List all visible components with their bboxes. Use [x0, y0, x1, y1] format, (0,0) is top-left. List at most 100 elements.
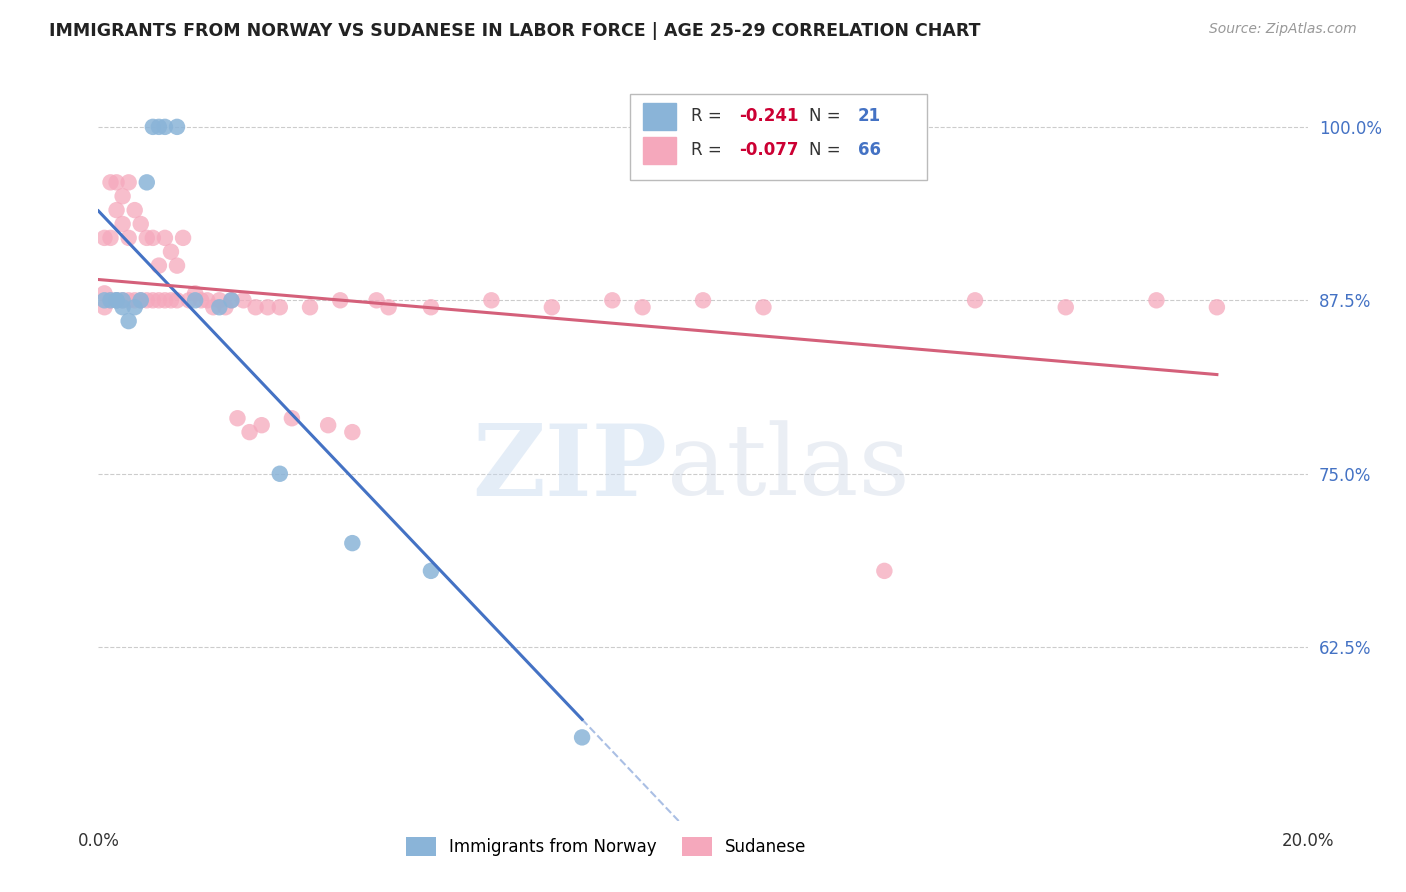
Point: [631, 300, 654, 314]
Point: [93, 300, 115, 314]
Point: [93, 293, 115, 308]
Point: [148, 293, 170, 308]
Point: [342, 425, 364, 439]
Point: [250, 418, 273, 433]
Point: [1054, 300, 1077, 314]
Point: [190, 293, 212, 308]
Point: [481, 293, 503, 308]
Point: [208, 293, 231, 308]
Point: [602, 293, 624, 308]
Point: [540, 300, 562, 314]
Point: [124, 203, 146, 218]
Point: [226, 411, 249, 425]
Point: [111, 293, 134, 308]
Point: [239, 425, 262, 439]
Point: [124, 300, 146, 314]
Point: [166, 259, 188, 273]
Point: [111, 300, 134, 314]
Point: [692, 293, 714, 308]
Point: [118, 231, 141, 245]
Point: [366, 293, 388, 308]
Point: [93, 231, 115, 245]
Text: R =: R =: [690, 107, 727, 125]
Point: [329, 293, 352, 308]
Point: [111, 217, 134, 231]
Point: [172, 231, 194, 245]
Bar: [643, 136, 676, 163]
Point: [269, 467, 291, 481]
Text: R =: R =: [690, 141, 727, 159]
Point: [299, 300, 322, 314]
Point: [118, 293, 141, 308]
Point: [105, 293, 128, 308]
Point: [752, 300, 775, 314]
Point: [105, 203, 128, 218]
Point: [195, 293, 218, 308]
Point: [1206, 300, 1229, 314]
Point: [281, 411, 304, 425]
Point: [153, 231, 176, 245]
Point: [93, 286, 115, 301]
Text: N =: N =: [810, 107, 846, 125]
Point: [135, 293, 157, 308]
Text: atlas: atlas: [666, 421, 910, 516]
Point: [202, 300, 225, 314]
Point: [316, 418, 339, 433]
Point: [129, 293, 152, 308]
Point: [148, 259, 170, 273]
Point: [184, 286, 207, 301]
Point: [256, 300, 278, 314]
Point: [184, 293, 207, 308]
Point: [153, 293, 176, 308]
Point: [129, 217, 152, 231]
Point: [208, 300, 231, 314]
FancyBboxPatch shape: [630, 94, 927, 180]
Point: [166, 120, 188, 134]
Point: [153, 120, 176, 134]
Point: [420, 564, 443, 578]
Point: [100, 293, 122, 308]
Bar: [643, 103, 676, 130]
Point: [965, 293, 987, 308]
Point: [142, 293, 165, 308]
Point: [221, 293, 243, 308]
Point: [1144, 293, 1167, 308]
Point: [269, 300, 291, 314]
Point: [135, 175, 157, 189]
Legend: Immigrants from Norway, Sudanese: Immigrants from Norway, Sudanese: [398, 829, 815, 864]
Point: [142, 120, 165, 134]
Point: [160, 293, 183, 308]
Point: [118, 175, 141, 189]
Point: [873, 564, 896, 578]
Point: [420, 300, 443, 314]
Point: [105, 175, 128, 189]
Text: 66: 66: [858, 141, 880, 159]
Point: [129, 293, 152, 308]
Point: [142, 231, 165, 245]
Text: IMMIGRANTS FROM NORWAY VS SUDANESE IN LABOR FORCE | AGE 25-29 CORRELATION CHART: IMMIGRANTS FROM NORWAY VS SUDANESE IN LA…: [49, 22, 981, 40]
Point: [100, 293, 122, 308]
Point: [342, 536, 364, 550]
Point: [245, 300, 267, 314]
Point: [105, 293, 128, 308]
Point: [111, 293, 134, 308]
Point: [118, 314, 141, 328]
Point: [100, 231, 122, 245]
Text: 21: 21: [858, 107, 882, 125]
Text: Source: ZipAtlas.com: Source: ZipAtlas.com: [1209, 22, 1357, 37]
Point: [111, 189, 134, 203]
Point: [214, 300, 236, 314]
Point: [124, 293, 146, 308]
Point: [377, 300, 399, 314]
Text: ZIP: ZIP: [472, 420, 666, 517]
Point: [160, 244, 183, 259]
Point: [179, 293, 201, 308]
Text: -0.241: -0.241: [740, 107, 799, 125]
Point: [148, 120, 170, 134]
Text: -0.077: -0.077: [740, 141, 799, 159]
Point: [135, 231, 157, 245]
Point: [166, 293, 188, 308]
Point: [232, 293, 254, 308]
Text: N =: N =: [810, 141, 846, 159]
Point: [221, 293, 243, 308]
